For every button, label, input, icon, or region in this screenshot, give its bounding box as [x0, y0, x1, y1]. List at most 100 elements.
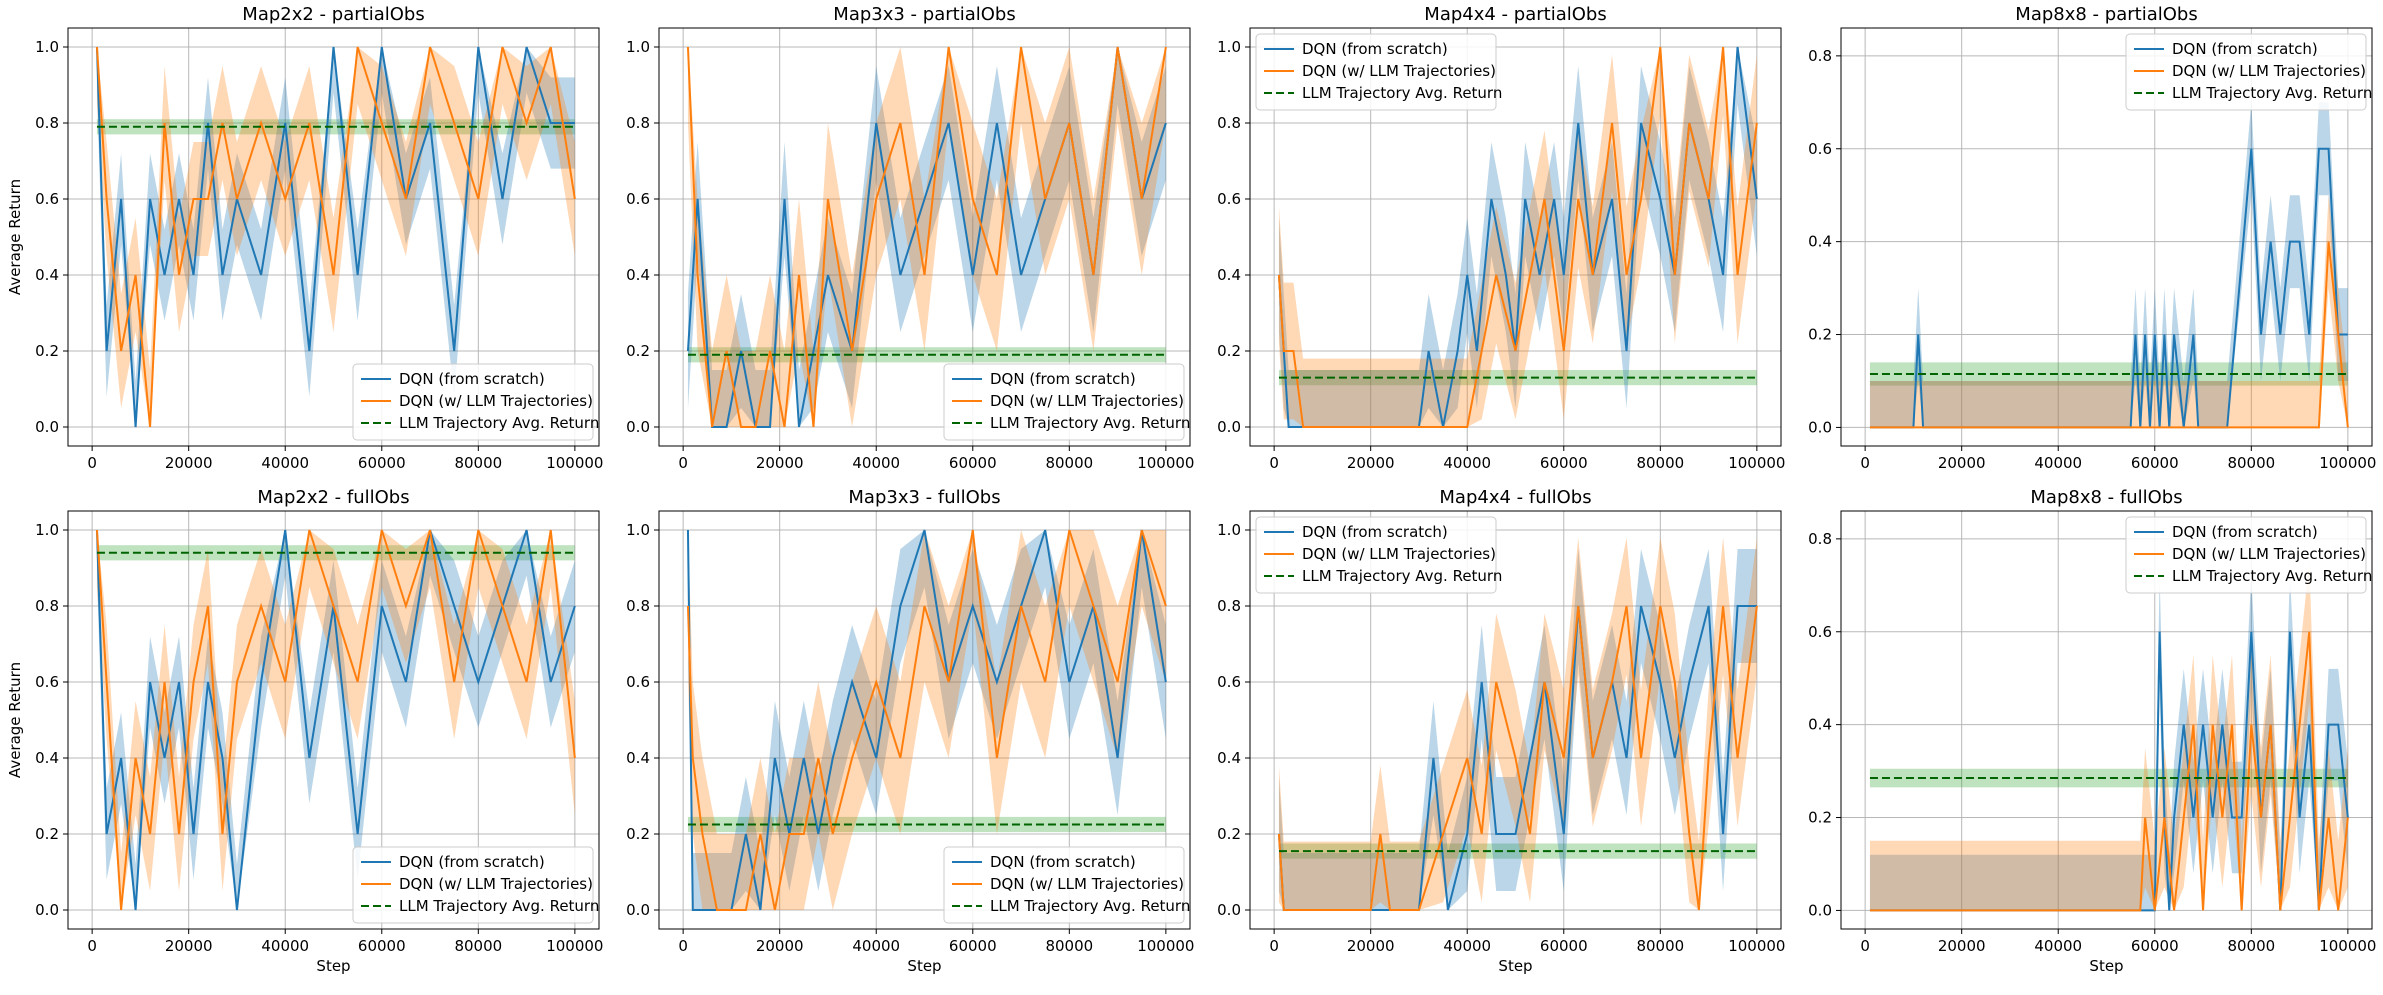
y-tick-label: 0.8 [1217, 597, 1241, 615]
x-tick-label: 0 [87, 454, 97, 472]
y-tick-label: 0.0 [1808, 418, 1832, 436]
legend: DQN (from scratch) DQN (w/ LLM Trajectori… [2125, 33, 2372, 111]
series-line-with_llm [686, 46, 1167, 428]
series-band-with_llm [96, 47, 575, 427]
panel-title: Map8x8 - partialObs [2015, 4, 2197, 25]
y-tick-label: 0.4 [1217, 749, 1241, 767]
x-tick-label: 80000 [454, 454, 502, 472]
panel-title: Map2x2 - partialObs [242, 4, 424, 25]
axes-frame [1840, 510, 2373, 930]
legend-from-scratch-label: DQN (from scratch) [399, 370, 545, 388]
panel-title: Map4x4 - partialObs [1424, 4, 1606, 25]
y-tick-label: 0.8 [1808, 530, 1832, 548]
legend-with-llm-label: DQN (w/ LLM Trajectories) [990, 392, 1184, 410]
x-tick-label: 20000 [756, 937, 804, 955]
y-tick-label: 0.2 [1808, 809, 1832, 827]
y-tick-label: 1.0 [35, 38, 59, 56]
x-tick-label: 20000 [1938, 454, 1986, 472]
legend: DQN (from scratch) DQN (w/ LLM Trajectori… [943, 363, 1190, 441]
axes-frame [1249, 510, 1782, 930]
x-tick-label: 40000 [852, 454, 900, 472]
baseline-band [687, 816, 1166, 833]
legend: DQN (from scratch) DQN (w/ LLM Trajectori… [1255, 516, 1502, 594]
x-tick-label: 100000 [546, 454, 603, 472]
y-axis-label: Average Return [6, 662, 24, 778]
legend-from-scratch-label: DQN (from scratch) [2172, 40, 2318, 58]
y-tick-label: 0.4 [1808, 233, 1832, 251]
y-tick-label: 0.2 [1217, 342, 1241, 360]
legend: DQN (from scratch) DQN (w/ LLM Trajectori… [352, 846, 599, 924]
y-tick-label: 0.0 [626, 418, 650, 436]
legend-from-scratch-label: DQN (from scratch) [990, 370, 1136, 388]
x-tick-label: 80000 [2227, 454, 2275, 472]
subplot-1: 0 20000 40000 60000 80000 100000 0.0 0.2 0.4 0.6 0… [6, 4, 603, 472]
y-tick-label: 0.4 [35, 266, 59, 284]
series-line-from_scratch [1869, 631, 2349, 912]
y-tick-label: 0.4 [1217, 266, 1241, 284]
x-tick-label: 0 [1269, 937, 1279, 955]
x-tick-label: 40000 [2034, 454, 2082, 472]
y-tick-label: 1.0 [1217, 38, 1241, 56]
legend-baseline-label: LLM Trajectory Avg. Return [2172, 567, 2372, 585]
y-tick-label: 1.0 [626, 38, 650, 56]
legend-box [943, 363, 1185, 441]
series-band-with_llm [96, 530, 575, 910]
plot-area [95, 46, 576, 428]
y-tick-label: 0.2 [35, 825, 59, 843]
y-tick-label: 0.6 [626, 190, 650, 208]
series-line-with_llm [1277, 605, 1758, 911]
x-tick-label: 60000 [358, 454, 406, 472]
series-band-from_scratch [1869, 576, 2348, 911]
x-tick-label: 20000 [1938, 937, 1986, 955]
x-tick-label: 100000 [1728, 937, 1785, 955]
baseline-band [1278, 370, 1757, 386]
x-tick-label: 0 [1860, 937, 1870, 955]
x-axis-label: Step [316, 957, 350, 975]
plot-area [686, 46, 1167, 428]
series-line-with_llm [95, 529, 576, 911]
y-tick-label: 0.0 [35, 901, 59, 919]
legend-box [352, 363, 594, 441]
series-band-from_scratch [1278, 47, 1757, 427]
subplot-2: 0 20000 40000 60000 80000 100000 0.0 0.2 0.4 0.6 0… [626, 4, 1194, 472]
x-tick-label: 80000 [1636, 454, 1684, 472]
series-band-with_llm [1869, 195, 2348, 428]
series-band-with_llm [1278, 47, 1757, 427]
legend-box [2125, 33, 2367, 111]
legend: DQN (from scratch) DQN (w/ LLM Trajectori… [2125, 516, 2372, 594]
legend-baseline-label: LLM Trajectory Avg. Return [399, 897, 599, 915]
series-line-with_llm [1869, 241, 2349, 429]
plot-area [1277, 46, 1758, 428]
x-tick-label: 40000 [852, 937, 900, 955]
panel-title: Map4x4 - fullObs [1439, 487, 1591, 508]
panel-title: Map8x8 - fullObs [2030, 487, 2182, 508]
subplot-5: 0 20000 40000 60000 80000 100000 0.0 0.2 0.4 0.6 0… [6, 487, 603, 975]
y-tick-label: 0.8 [626, 597, 650, 615]
subplot-3: 0 20000 40000 60000 80000 100000 0.0 0.2 0.4 0.6 0… [1217, 4, 1785, 472]
y-tick-label: 0.4 [626, 749, 650, 767]
x-tick-label: 40000 [1443, 937, 1491, 955]
legend: DQN (from scratch) DQN (w/ LLM Trajectori… [1255, 33, 1502, 111]
x-tick-label: 100000 [2319, 937, 2376, 955]
y-tick-label: 0.0 [1217, 901, 1241, 919]
x-tick-label: 100000 [546, 937, 603, 955]
plot-area [1869, 562, 2349, 912]
axes-frame [658, 27, 1191, 447]
subplot-7: 0 20000 40000 60000 80000 100000 0.0 0.2 0.4 0.6 0… [1217, 487, 1785, 975]
plot-area [95, 529, 576, 911]
y-axis-label: Average Return [6, 179, 24, 295]
x-tick-label: 60000 [358, 937, 406, 955]
y-tick-label: 0.2 [1808, 326, 1832, 344]
x-tick-label: 60000 [949, 454, 997, 472]
x-tick-label: 0 [1269, 454, 1279, 472]
y-tick-label: 0.6 [1808, 140, 1832, 158]
legend-from-scratch-label: DQN (from scratch) [1302, 40, 1448, 58]
series-band-from_scratch [96, 530, 575, 910]
legend-baseline-label: LLM Trajectory Avg. Return [990, 897, 1190, 915]
x-tick-label: 100000 [1137, 937, 1194, 955]
subplot-6: 0 20000 40000 60000 80000 100000 0.0 0.2 0.4 0.6 0… [626, 487, 1194, 975]
y-tick-label: 0.0 [1808, 901, 1832, 919]
subplot-4: 0 20000 40000 60000 80000 100000 0.0 0.2 0.4 0.6 0… [1808, 4, 2376, 472]
